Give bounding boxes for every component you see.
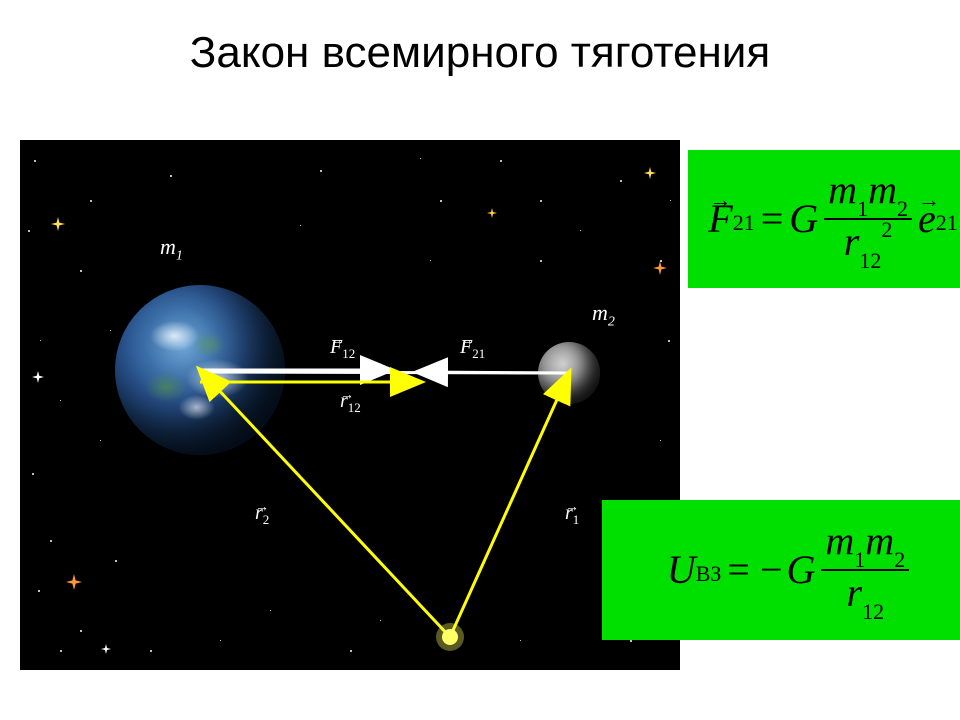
star-small (620, 180, 622, 182)
star-bright (101, 641, 111, 651)
star-small (150, 650, 152, 652)
star-small (580, 230, 581, 231)
label-r2: →r2 (255, 502, 269, 528)
label-r12: →r12 (340, 390, 361, 416)
star-small (380, 620, 381, 621)
star-small (170, 175, 172, 177)
star-small (660, 440, 661, 441)
star-small (630, 640, 632, 642)
star-small (34, 160, 36, 162)
star-small (100, 440, 101, 441)
star-small (40, 340, 41, 341)
star-small (440, 200, 442, 202)
star-bright (32, 370, 44, 382)
page-title: Закон всемирного тяготения (0, 0, 960, 78)
formula-potential: UВЗ = − G m1m2 r12 (602, 500, 960, 640)
label-f21: →F21 (460, 336, 485, 362)
star-small (500, 160, 502, 162)
star-bright (487, 205, 497, 215)
star-bright (653, 261, 667, 275)
star-small (38, 590, 40, 592)
star-small (420, 158, 421, 159)
star-small (668, 340, 670, 342)
label-r1: →r1 (565, 502, 579, 528)
star-small (350, 650, 352, 652)
star-small (670, 200, 671, 201)
label-m2: m2 (592, 300, 615, 330)
earth-body (115, 285, 285, 455)
space-diagram: m1 m2 →F12 →F21 →r12 →r2 →r1 (20, 140, 680, 670)
star-small (270, 610, 271, 611)
star-small (300, 225, 301, 226)
star-small (540, 200, 542, 202)
label-m1: m1 (160, 234, 183, 264)
star-small (28, 230, 30, 232)
moon-body (538, 342, 600, 404)
star-bright (51, 217, 65, 231)
star-small (80, 630, 82, 632)
vector-r1 (450, 373, 569, 637)
formula-force: →F21 = G m1m2 r122 →e21 (688, 150, 960, 288)
star-small (320, 170, 322, 172)
star-small (32, 473, 34, 475)
star-small (60, 650, 62, 652)
star-bright (66, 574, 82, 590)
star-bright (644, 166, 656, 178)
star-small (90, 200, 92, 202)
star-small (115, 560, 117, 562)
star-small (80, 270, 82, 272)
label-f12: →F12 (330, 336, 355, 362)
star-small (60, 400, 61, 401)
star-small (50, 540, 52, 542)
star-small (430, 260, 431, 261)
star-small (110, 330, 111, 331)
star-small (520, 640, 521, 641)
star-small (220, 640, 221, 641)
star-small (540, 260, 542, 262)
